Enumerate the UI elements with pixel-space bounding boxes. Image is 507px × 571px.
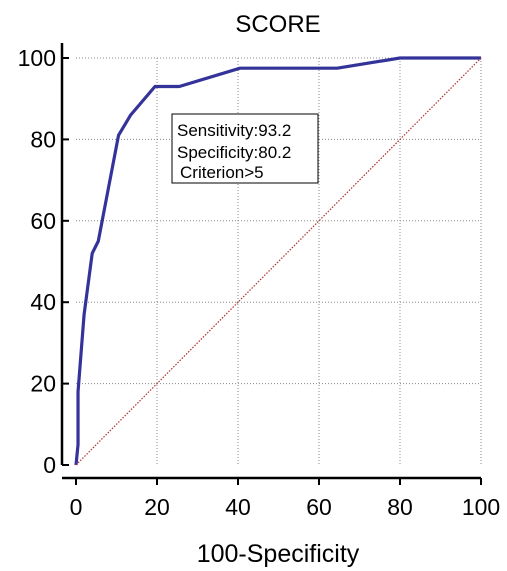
y-tick-label-40: 40 bbox=[30, 289, 56, 315]
annotation-box bbox=[171, 113, 319, 184]
reference-diagonal-line bbox=[75, 57, 482, 466]
x-tick-label-80: 80 bbox=[387, 494, 413, 520]
x-tick-label-40: 40 bbox=[225, 494, 251, 520]
y-tick-label-20: 20 bbox=[30, 371, 56, 397]
tick-labels: 0 20 40 60 80 100 0 20 40 60 80 100 bbox=[18, 45, 501, 520]
annotation-criterion: Criterion>5 bbox=[180, 163, 264, 182]
y-tick-label-60: 60 bbox=[30, 208, 56, 234]
annotation-sensitivity: Sensitivity:93.2 bbox=[177, 121, 291, 140]
x-axis-label: 100-Specificity bbox=[197, 540, 360, 568]
grid-lines bbox=[76, 57, 482, 465]
y-tick-label-0: 0 bbox=[43, 452, 56, 478]
annotation-specificity: Specificity:80.2 bbox=[177, 143, 291, 162]
x-tick-label-20: 20 bbox=[144, 494, 170, 520]
x-tick-label-60: 60 bbox=[306, 494, 332, 520]
x-tick-label-100: 100 bbox=[462, 494, 500, 520]
axes bbox=[60, 43, 482, 485]
y-tick-label-80: 80 bbox=[30, 126, 56, 152]
chart-title: SCORE bbox=[235, 11, 320, 38]
criterion-annotation: Sensitivity:93.2 Specificity:80.2 Criter… bbox=[171, 113, 319, 184]
roc-curve-line bbox=[74, 56, 481, 466]
series-layer bbox=[74, 56, 482, 466]
x-tick-label-0: 0 bbox=[70, 494, 83, 520]
y-tick-label-100: 100 bbox=[18, 45, 56, 71]
